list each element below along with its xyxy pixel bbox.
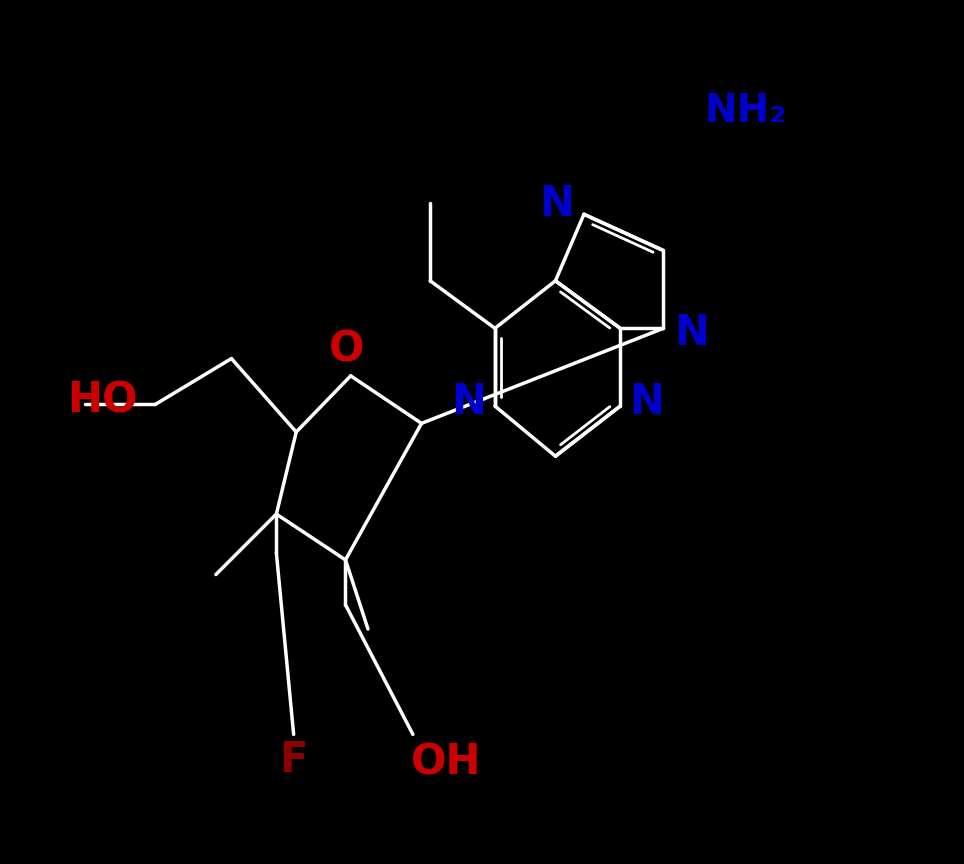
Text: OH: OH: [411, 741, 481, 783]
Text: N: N: [451, 381, 487, 422]
Text: F: F: [280, 740, 308, 781]
Text: N: N: [539, 183, 574, 225]
Text: N: N: [674, 312, 709, 353]
Text: HO: HO: [67, 380, 138, 422]
Text: O: O: [329, 329, 364, 371]
Text: N: N: [629, 381, 663, 422]
Text: NH₂: NH₂: [705, 92, 787, 130]
